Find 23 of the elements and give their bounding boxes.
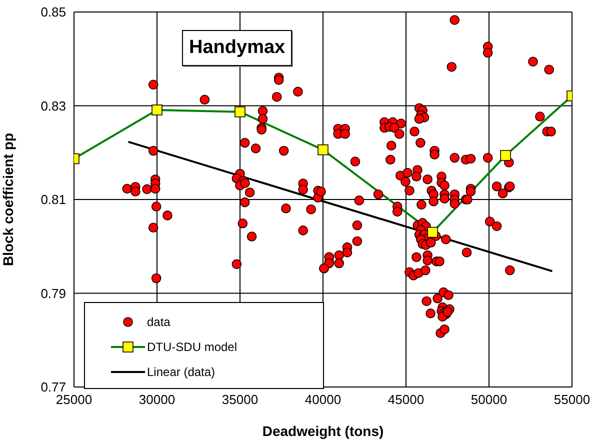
x-axis-title: Deadweight (tons) xyxy=(262,423,384,439)
point xyxy=(152,104,162,116)
y-axis-title: Block coefficient pp xyxy=(0,132,16,266)
y-tick-label: 0.83 xyxy=(40,98,66,114)
x-tick-label: 40000 xyxy=(304,392,342,408)
point xyxy=(500,150,511,161)
legend-label: Linear (data) xyxy=(147,364,216,378)
y-tick-label: 0.81 xyxy=(40,192,66,208)
x-tick-label: 35000 xyxy=(222,392,258,408)
point xyxy=(427,226,438,238)
legend-label: DTU-SDU model xyxy=(147,340,238,354)
y-tick-label: 0.79 xyxy=(40,286,66,301)
x-tick-label: 55000 xyxy=(554,392,590,408)
x-tick-label: 30000 xyxy=(138,392,176,408)
legend-label: data xyxy=(147,314,170,328)
y-tick-label: 0.85 xyxy=(40,4,66,20)
x-tick-label: 25000 xyxy=(56,392,92,408)
point xyxy=(318,144,328,156)
y-tick-label: 0.77 xyxy=(40,380,66,395)
x-tick-label: 45000 xyxy=(388,392,424,408)
point xyxy=(234,106,246,118)
x-tick-label: 50000 xyxy=(470,392,508,408)
text: Handymax xyxy=(182,30,292,66)
